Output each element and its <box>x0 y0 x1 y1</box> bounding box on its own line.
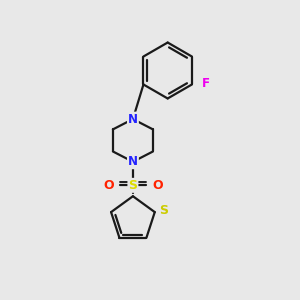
Text: F: F <box>202 76 210 89</box>
Text: S: S <box>128 179 137 192</box>
Text: O: O <box>103 179 114 192</box>
Text: N: N <box>128 112 138 126</box>
Text: S: S <box>159 204 168 217</box>
Text: N: N <box>128 155 138 168</box>
Text: O: O <box>152 179 163 192</box>
